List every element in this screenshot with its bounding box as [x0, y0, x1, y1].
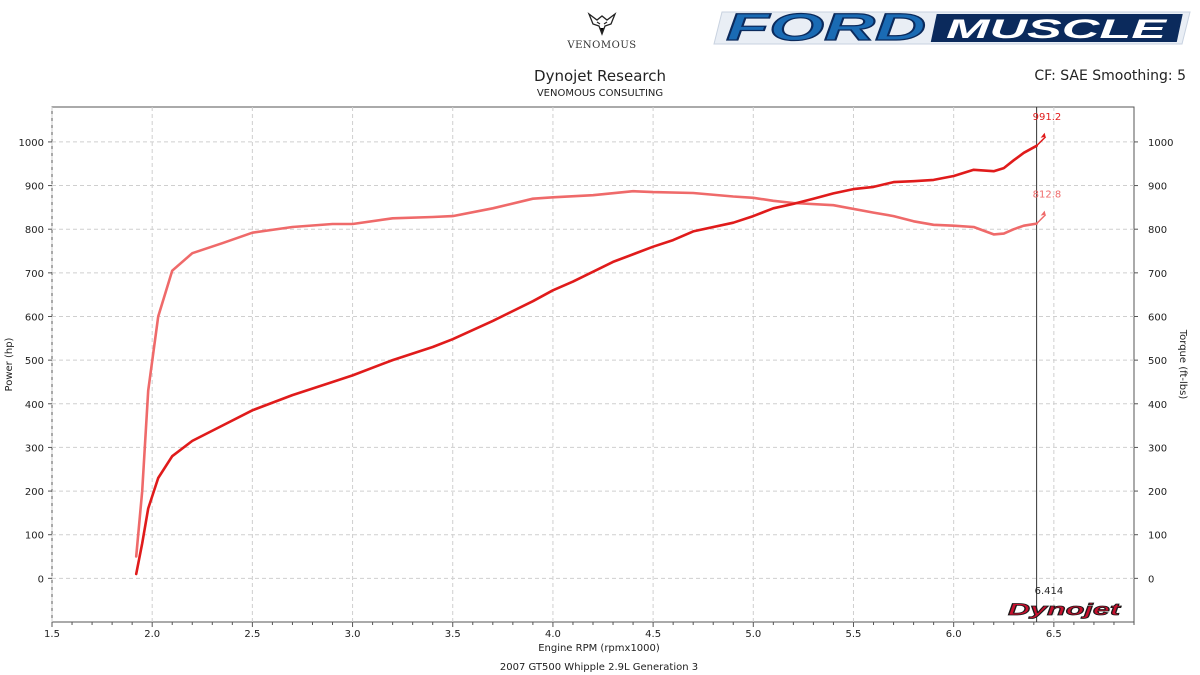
y-left-tick-label: 800: [25, 225, 44, 236]
dynojet-watermark: Dynojet: [1008, 600, 1122, 619]
x-tick-label: 4.0: [545, 629, 561, 640]
y-left-tick-label: 700: [25, 269, 44, 280]
y-right-tick-label: 600: [1148, 312, 1167, 323]
y-left-tick-label: 900: [25, 182, 44, 193]
chart-title: 2007 GT500 Whipple 2.9L Generation 3: [500, 662, 698, 673]
power-peak-arrow-icon: [1040, 132, 1046, 138]
y-right-tick-label: 700: [1148, 269, 1167, 280]
torque-peak-label: 812.8: [1033, 190, 1062, 201]
y-left-tick-label: 300: [25, 443, 44, 454]
brand-muscle: MUSCLE: [946, 14, 1168, 44]
brand-ford: FORD: [726, 8, 926, 48]
plot-area: [51, 106, 1135, 623]
y-left-tick-label: 100: [25, 531, 44, 542]
y-right-axis-label: Torque (ft-lbs): [1177, 329, 1188, 400]
y-left-tick-label: 1000: [19, 138, 44, 149]
x-tick-label: 6.0: [946, 629, 962, 640]
x-tick-label: 2.5: [244, 629, 260, 640]
y-right-tick-label: 0: [1148, 574, 1154, 585]
ford-muscle-banner: FORD MUSCLE: [713, 8, 1191, 48]
y-right-tick-label: 400: [1148, 400, 1167, 411]
y-left-tick-label: 400: [25, 400, 44, 411]
venomous-logo: VENOMOUS: [560, 12, 644, 60]
correction-settings: CF: SAE Smoothing: 5: [1034, 68, 1186, 84]
x-tick-label: 1.5: [44, 629, 60, 640]
y-right-tick-label: 800: [1148, 225, 1167, 236]
power-curve: [134, 144, 1038, 576]
x-axis-label: Engine RPM (rpmx1000): [538, 643, 660, 654]
x-tick-label: 6.5: [1046, 629, 1062, 640]
cursor-value-label: 6.414: [1035, 586, 1064, 597]
x-tick-label: 3.0: [345, 629, 361, 640]
chart-header-title: Dynojet Research: [534, 67, 666, 85]
venom-emblem-icon: [587, 12, 617, 36]
y-right-tick-label: 100: [1148, 531, 1167, 542]
torque-curve: [134, 189, 1038, 558]
y-left-tick-label: 500: [25, 356, 44, 367]
x-tick-label: 2.0: [144, 629, 160, 640]
y-left-tick-label: 200: [25, 487, 44, 498]
x-tick-label: 4.5: [645, 629, 661, 640]
y-left-tick-label: 0: [38, 574, 44, 585]
chart-header-subtitle: VENOMOUS CONSULTING: [536, 88, 664, 99]
y-right-tick-label: 300: [1148, 443, 1167, 454]
x-tick-label: 5.5: [846, 629, 862, 640]
y-right-tick-label: 1000: [1148, 138, 1173, 149]
x-tick-label: 3.5: [445, 629, 461, 640]
x-tick-label: 5.0: [745, 629, 761, 640]
power-peak-label: 991.2: [1033, 112, 1062, 123]
y-right-tick-label: 200: [1148, 487, 1167, 498]
y-right-tick-label: 900: [1148, 182, 1167, 193]
power-peak-marker: [1036, 136, 1047, 147]
y-left-tick-label: 600: [25, 312, 44, 323]
torque-peak-marker: [1036, 214, 1047, 225]
torque-peak-arrow-icon: [1040, 210, 1046, 216]
y-right-tick-label: 500: [1148, 356, 1167, 367]
y-left-axis-label: Power (hp): [4, 337, 15, 391]
logo-text: VENOMOUS: [567, 40, 637, 51]
